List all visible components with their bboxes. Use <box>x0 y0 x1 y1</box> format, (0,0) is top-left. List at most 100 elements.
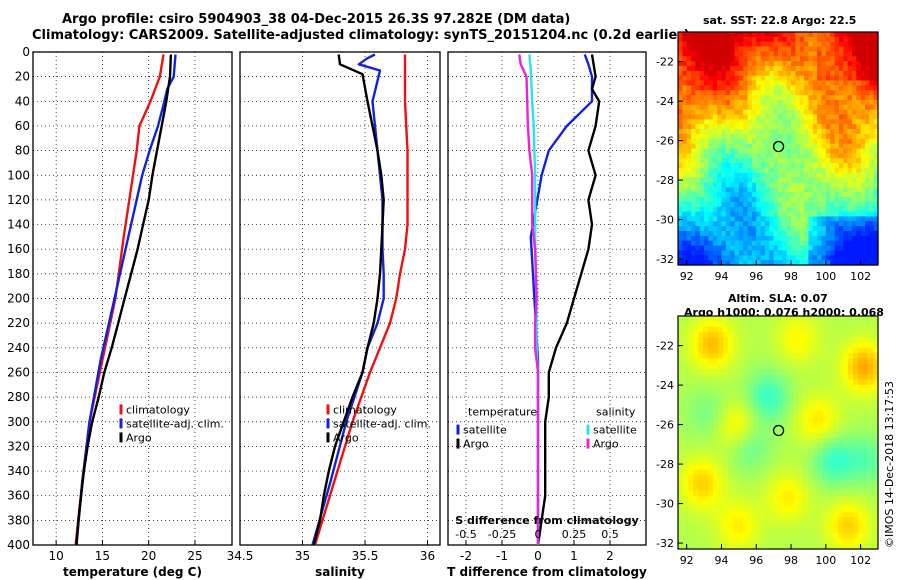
map-cell <box>753 453 759 460</box>
map-cell <box>868 506 874 513</box>
map-cell <box>738 453 744 460</box>
map-cell <box>718 337 724 344</box>
map-cell <box>682 129 688 135</box>
map-cell <box>799 235 805 242</box>
map-cell <box>838 496 844 502</box>
map-cell <box>860 206 866 213</box>
map-cell <box>818 406 824 412</box>
map-cell <box>783 517 789 524</box>
map-cell <box>873 368 879 375</box>
map-cell <box>769 192 775 198</box>
map-cell <box>721 85 727 91</box>
map-cell <box>851 201 857 208</box>
map-cell <box>778 172 783 179</box>
map-cell <box>825 90 831 96</box>
map-cell <box>773 245 779 252</box>
map-cell <box>853 358 859 365</box>
map-cell <box>723 358 729 365</box>
map-cell <box>703 469 709 476</box>
map-cell <box>817 148 823 154</box>
map-cell <box>717 114 723 120</box>
map-cell <box>838 56 844 62</box>
map-cell <box>748 347 754 354</box>
map-cell <box>791 90 796 96</box>
map-cell <box>873 490 879 497</box>
map-cell <box>793 506 799 513</box>
map-cell <box>843 46 849 53</box>
map-cell <box>858 458 864 465</box>
map-cell <box>712 75 718 82</box>
map-cell <box>853 368 859 375</box>
map-cell <box>721 163 727 169</box>
map-cell <box>848 464 854 471</box>
map-cell <box>851 260 857 266</box>
map-cell <box>763 321 769 328</box>
map-cell <box>703 421 709 428</box>
map-cell <box>693 458 699 465</box>
map-cell <box>778 406 784 412</box>
map-cell <box>856 85 862 91</box>
map-cell <box>808 517 814 524</box>
map-cell <box>778 206 783 213</box>
map-cell <box>783 363 789 370</box>
map-cell <box>721 172 727 179</box>
map-cell <box>873 46 879 53</box>
map-cell <box>699 182 705 188</box>
map-cell <box>838 384 844 391</box>
map-cell <box>728 358 734 365</box>
map-cell <box>764 109 770 116</box>
map-cell <box>734 143 740 150</box>
map-cell <box>704 85 710 91</box>
map-cell <box>743 379 749 386</box>
map-cell <box>823 406 829 412</box>
map-cell <box>788 427 794 434</box>
map-cell <box>803 353 809 359</box>
map-cell <box>833 474 839 481</box>
map-cell <box>851 245 857 252</box>
sst-map-cells <box>678 32 879 266</box>
map-cell <box>695 221 701 227</box>
map-cell <box>769 75 775 82</box>
map-cell <box>798 453 804 460</box>
map-cell <box>847 104 853 111</box>
map-cell <box>868 443 874 449</box>
map-cell <box>713 427 719 434</box>
map-cell <box>843 485 849 492</box>
map-cell <box>818 527 824 534</box>
map-cell <box>682 197 688 203</box>
map-cell <box>803 522 809 529</box>
map-cell <box>858 538 864 545</box>
map-cell <box>791 51 796 57</box>
map-cell <box>830 250 836 256</box>
map-cell <box>834 250 840 256</box>
map-cell <box>721 250 727 256</box>
map-cell <box>833 363 839 370</box>
map-cell <box>769 124 775 130</box>
map-cell <box>786 163 792 169</box>
map-cell <box>783 480 789 487</box>
map-cell <box>721 95 727 101</box>
map-cell <box>743 163 749 169</box>
map-cell <box>856 255 862 261</box>
map-cell <box>786 197 792 203</box>
map-cell <box>699 235 705 242</box>
map-cell <box>828 432 834 439</box>
map-cell <box>798 464 804 471</box>
map-cell <box>834 245 840 252</box>
map-cell <box>721 231 727 237</box>
map-cell <box>743 221 749 227</box>
map-cell <box>683 437 689 444</box>
map-cell <box>778 124 783 130</box>
map-cell <box>808 543 814 550</box>
map-cell <box>828 437 834 444</box>
map-cell <box>858 331 864 338</box>
map-cell <box>869 104 875 111</box>
map-cell <box>834 197 840 203</box>
map-cell <box>725 235 731 242</box>
map-cell <box>838 363 844 370</box>
map-cell <box>778 32 783 38</box>
map-cell <box>825 211 831 218</box>
map-cell <box>833 400 839 407</box>
map-cell <box>678 143 683 150</box>
map-cell <box>713 448 719 455</box>
